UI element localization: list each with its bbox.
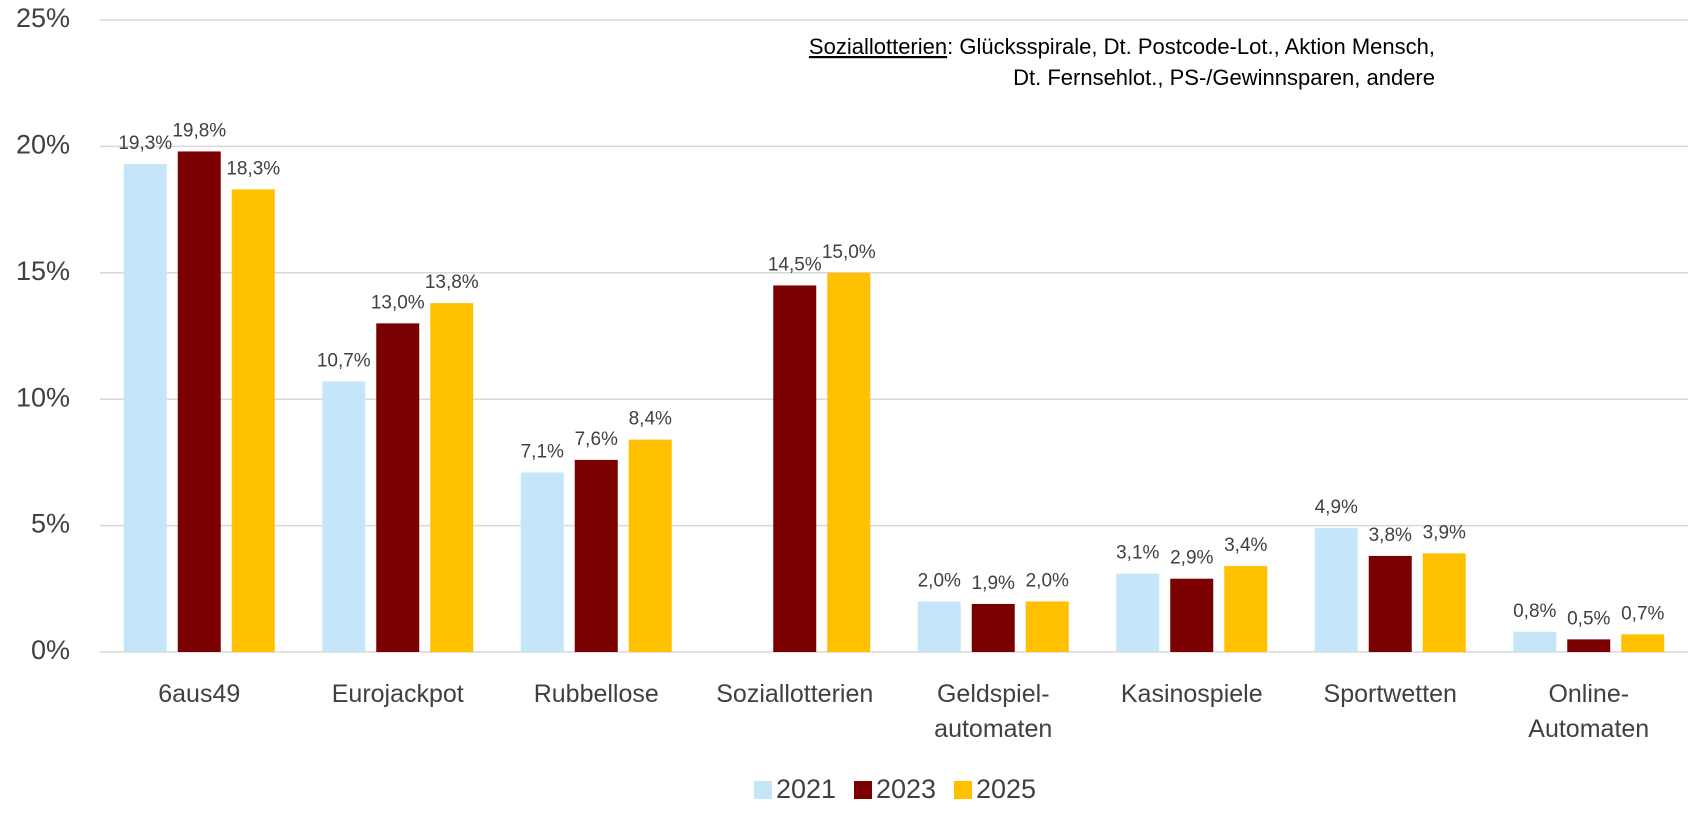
y-tick-label: 5%: [31, 509, 70, 539]
annotation-term: Soziallotterien: [809, 34, 947, 59]
value-label: 0,8%: [1513, 601, 1556, 622]
x-tick-label-line: Geldspiel-: [937, 680, 1050, 708]
value-label: 2,0%: [1026, 570, 1069, 591]
legend-swatch: [854, 781, 872, 799]
value-label: 0,7%: [1621, 603, 1664, 624]
x-tick-label-line: automaten: [934, 715, 1052, 743]
value-label: 7,6%: [575, 429, 618, 450]
bar: [1368, 555, 1412, 652]
annotation-line: : Glücksspirale, Dt. Postcode-Lot., Akti…: [947, 34, 1435, 59]
value-label: 3,8%: [1369, 525, 1412, 546]
bar: [1224, 566, 1268, 652]
x-tick-label-line: Sportwetten: [1324, 680, 1457, 708]
value-label: 7,1%: [521, 442, 564, 463]
bar: [1567, 639, 1611, 652]
bar: [1314, 528, 1358, 652]
y-tick-label: 25%: [16, 3, 70, 33]
bar: [430, 303, 474, 652]
bar: [1621, 634, 1665, 652]
x-tick-label-line: Online-: [1548, 680, 1629, 708]
value-label: 4,9%: [1315, 497, 1358, 518]
y-tick-label: 10%: [16, 382, 70, 412]
bar: [1513, 631, 1557, 652]
bar: [917, 601, 961, 652]
bar: [177, 151, 221, 652]
value-label: 8,4%: [629, 409, 672, 430]
x-tick-label: Rubbellose: [534, 680, 659, 708]
y-tick-label: 20%: [16, 130, 70, 160]
x-tick-label: Sportwetten: [1324, 680, 1457, 708]
x-tick-label-line: Soziallotterien: [716, 680, 873, 708]
bar: [1170, 578, 1214, 652]
x-tick-label: Soziallotterien: [716, 680, 873, 708]
value-label: 19,3%: [118, 133, 172, 154]
bar: [1025, 601, 1069, 652]
bar: [123, 164, 167, 652]
bar: [520, 472, 564, 652]
bar: [231, 189, 275, 652]
bar: [322, 381, 366, 652]
value-label: 19,8%: [172, 120, 226, 141]
x-tick-label-line: Rubbellose: [534, 680, 659, 708]
legend-label: 2023: [876, 774, 936, 804]
bar: [628, 439, 672, 652]
value-label: 15,0%: [822, 242, 876, 263]
x-tick-label: 6aus49: [158, 680, 240, 708]
value-label: 3,9%: [1423, 522, 1466, 543]
y-tick-label: 0%: [31, 635, 70, 665]
bar: [971, 603, 1015, 652]
x-tick-label: Eurojackpot: [332, 680, 464, 708]
value-label: 14,5%: [768, 254, 822, 275]
annotation: Soziallotterien: Glücksspirale, Dt. Post…: [809, 34, 1435, 59]
legend-label: 2025: [976, 774, 1036, 804]
x-tick-label-line: Eurojackpot: [332, 680, 464, 708]
annotation-line: Dt. Fernsehlot., PS-/Gewinnsparen, ander…: [1013, 65, 1435, 90]
value-label: 13,0%: [371, 292, 425, 313]
value-label: 0,5%: [1567, 608, 1610, 629]
bar: [574, 459, 618, 652]
x-tick-label: Geldspiel-automaten: [934, 680, 1052, 743]
bar: [827, 272, 871, 652]
value-label: 10,7%: [317, 351, 371, 372]
value-label: 18,3%: [226, 158, 280, 179]
x-tick-label: Online- Automaten: [1528, 680, 1649, 743]
bar: [1116, 573, 1160, 652]
bar: [1422, 553, 1466, 652]
x-tick-label: Kasinospiele: [1121, 680, 1263, 708]
bar: [376, 323, 420, 652]
value-label: 1,9%: [972, 573, 1015, 594]
value-label: 3,1%: [1116, 543, 1159, 564]
value-label: 3,4%: [1224, 535, 1267, 556]
value-label: 2,9%: [1170, 548, 1213, 569]
x-tick-label-line: 6aus49: [158, 680, 240, 708]
value-label: 13,8%: [425, 272, 479, 293]
value-label: 2,0%: [918, 570, 961, 591]
y-tick-label: 15%: [16, 256, 70, 286]
bar: [773, 285, 817, 652]
legend-swatch: [954, 781, 972, 799]
x-tick-label-line: Automaten: [1528, 715, 1649, 743]
legend-label: 2021: [776, 774, 836, 804]
x-tick-label-line: Kasinospiele: [1121, 680, 1263, 708]
legend-swatch: [754, 781, 772, 799]
